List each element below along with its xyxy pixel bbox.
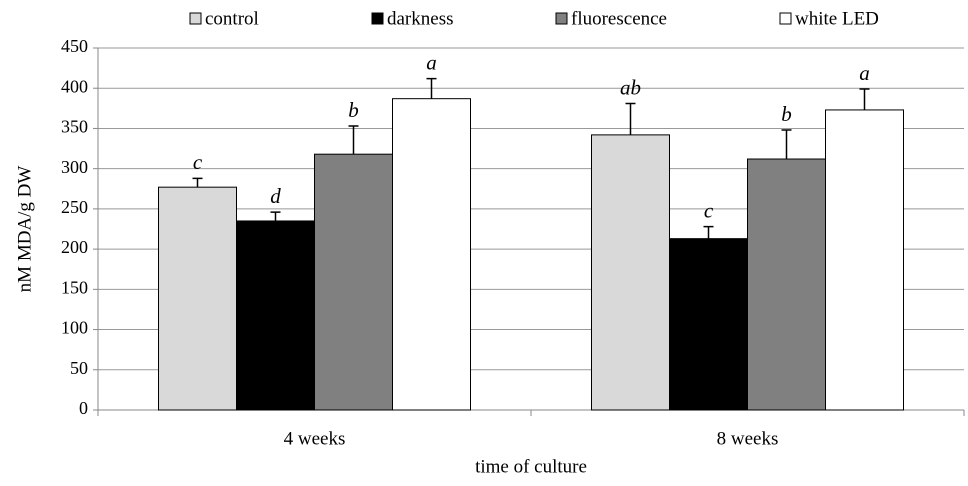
x-axis-label: time of culture [475,456,587,477]
y-tick-label: 450 [61,36,88,56]
error-bar [625,102,636,135]
significance-label: a [426,50,437,74]
y-tick-label: 350 [61,117,88,137]
y-axis-label: nM MDA/g DW [14,166,35,293]
significance-label: d [270,184,281,208]
legend-label: control [205,8,259,29]
legend-swatch [371,12,384,25]
y-tick-label: 0 [79,398,88,418]
y-tick-label: 400 [61,76,88,96]
bar [747,158,826,411]
legend-label: darkness [387,8,453,29]
error-bar [426,77,437,99]
bar [236,220,315,411]
bar [669,238,748,411]
legend-swatch [779,12,792,25]
error-bar [192,177,203,188]
x-tick-label: 8 weeks [717,428,779,449]
bar [591,134,670,411]
error-bar [859,88,870,110]
bar [392,98,471,411]
significance-label: b [781,102,792,126]
bar [158,186,237,411]
y-tick-label: 200 [61,237,88,257]
error-bar [348,125,359,155]
significance-label: c [193,150,203,174]
significance-label: b [348,98,359,122]
x-tick-label: 4 weeks [284,428,346,449]
bar [314,153,393,411]
error-bar [270,211,281,221]
legend-swatch [189,12,202,25]
significance-label: c [704,198,714,222]
y-tick-label: 250 [61,197,88,217]
error-bar [781,129,792,160]
significance-label: a [859,61,870,85]
y-tick-label: 100 [61,318,88,338]
error-bar [703,225,714,239]
legend-swatch [555,12,568,25]
significance-label: ab [620,75,641,99]
bar [825,109,904,411]
y-tick-label: 50 [70,358,88,378]
legend-label: white LED [795,8,879,29]
legend-label: fluorescence [571,8,667,29]
y-tick-label: 300 [61,157,88,177]
y-tick-label: 150 [61,277,88,297]
